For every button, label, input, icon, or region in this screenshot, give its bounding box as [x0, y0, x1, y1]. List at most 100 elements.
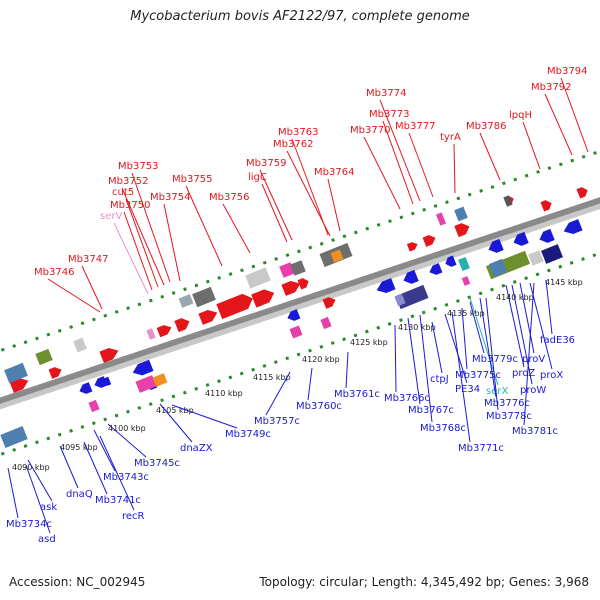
forward-gene — [406, 242, 418, 252]
bottom-tick-track — [0, 251, 600, 457]
scale-tick-label: 4090 kbp — [12, 463, 50, 472]
leader-line — [379, 99, 421, 202]
forward-gene — [9, 378, 29, 393]
leader-line — [522, 121, 541, 170]
gene-label: dnaZX — [180, 443, 213, 454]
feature-box — [152, 373, 168, 387]
gene-label: Mb3745c — [134, 458, 180, 469]
leader-line — [461, 307, 468, 370]
gene-label: Mb3743c — [103, 472, 149, 483]
leader-line — [511, 284, 533, 385]
feature-box — [192, 286, 216, 308]
leader-line — [544, 93, 573, 156]
backbone — [0, 197, 600, 404]
forward-gene — [251, 289, 275, 308]
leader-line — [453, 143, 456, 194]
scale-tick-label: 4095 kbp — [60, 443, 98, 452]
leader-line — [81, 265, 103, 310]
leader-line — [159, 403, 193, 443]
gene-label: Mb3752 — [108, 176, 148, 187]
leader-line — [505, 284, 525, 368]
feature-box — [435, 212, 447, 226]
gene-label: Mb3757c — [254, 416, 300, 427]
leader-line — [121, 187, 165, 286]
feature-box — [73, 337, 87, 353]
reverse-gene — [376, 278, 396, 293]
feature-box — [35, 348, 53, 366]
leader-line — [83, 441, 108, 495]
leader-line — [113, 222, 149, 295]
leader-line — [451, 311, 471, 443]
gene-label: Mb3747 — [68, 254, 108, 265]
leader-line — [529, 282, 553, 370]
leader-line — [307, 367, 313, 401]
reverse-gene — [287, 309, 301, 321]
leader-line — [291, 138, 329, 236]
reverse-gene — [539, 228, 555, 243]
feature-box — [88, 399, 100, 413]
leader-line — [394, 324, 397, 393]
gene-label: Mb3779c — [472, 354, 518, 365]
reverse-gene — [488, 238, 504, 253]
page-title: Mycobacterium bovis AF2122/97, complete … — [130, 9, 470, 24]
length-label: Length: — [371, 575, 418, 589]
leader-line — [261, 183, 288, 243]
gene-label: serX — [486, 386, 508, 397]
gene-label: Mb3778c — [486, 411, 532, 422]
gene-label: Mb3774 — [366, 88, 406, 99]
gene-label: fadE36 — [540, 335, 575, 346]
gene-label: Mb3764 — [314, 167, 354, 178]
forward-gene — [216, 293, 253, 320]
gene-label: asd — [38, 534, 56, 545]
feature-box — [454, 206, 468, 222]
gene-label: serV — [100, 211, 122, 222]
leader-line — [222, 203, 251, 254]
leader-line — [407, 317, 421, 405]
leader-line — [345, 351, 349, 389]
gene-label: Mb3734c — [6, 519, 52, 530]
forward-gene — [540, 200, 552, 212]
gene-label: ask — [40, 502, 57, 513]
leader-line — [560, 77, 589, 153]
scale-tick-label: 4125 kbp — [350, 338, 388, 347]
forward-gene — [156, 325, 172, 338]
forward-gene — [198, 310, 218, 325]
gene-label: Mb3776c — [484, 398, 530, 409]
gene-label: dnaQ — [66, 489, 93, 500]
forward-gene — [454, 223, 470, 238]
reverse-gene — [445, 255, 457, 267]
gene-label: recR — [122, 511, 145, 522]
forward-gene — [174, 318, 190, 333]
leader-line — [265, 371, 291, 416]
leader-line — [107, 423, 147, 458]
genes-label: Genes: — [508, 575, 551, 589]
feature-box — [178, 294, 194, 308]
gene-label: PE34 — [455, 384, 480, 395]
leader-line — [7, 467, 19, 519]
gene-label: Mb3771c — [458, 443, 504, 454]
leader-line — [519, 282, 535, 354]
feature-box — [146, 328, 156, 340]
leader-line — [382, 120, 414, 205]
top-tick-track — [0, 149, 600, 353]
feature-box — [503, 195, 513, 207]
leader-line — [163, 203, 181, 282]
gene-label: Mb3760c — [296, 401, 342, 412]
gene-label: Mb3741c — [95, 495, 141, 506]
gene-label: Mb3761c — [334, 389, 380, 400]
gene-label: proZ — [512, 368, 535, 379]
scale-tick-label: 4145 kbp — [545, 278, 583, 287]
scale-tick-label: 4135 kbp — [447, 309, 485, 318]
gene-label: Mb3763 — [278, 127, 318, 138]
feature-box — [461, 276, 471, 286]
leader-line — [479, 132, 501, 181]
genome-summary: Topology: circular; Length: 4,345,492 bp… — [259, 575, 589, 589]
gene-label: Mb3755 — [172, 174, 212, 185]
gene-label: proW — [520, 385, 546, 396]
gene-label: Mb3781c — [512, 426, 558, 437]
leader-line — [123, 211, 153, 291]
gene-label: Mb3750 — [110, 200, 150, 211]
accession-value: NC_002945 — [76, 575, 146, 589]
forward-gene — [281, 281, 301, 296]
